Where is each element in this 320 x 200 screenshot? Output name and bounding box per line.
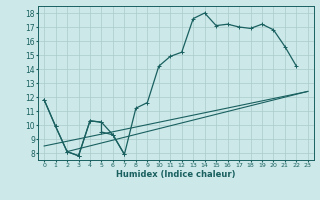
X-axis label: Humidex (Indice chaleur): Humidex (Indice chaleur) [116,170,236,179]
